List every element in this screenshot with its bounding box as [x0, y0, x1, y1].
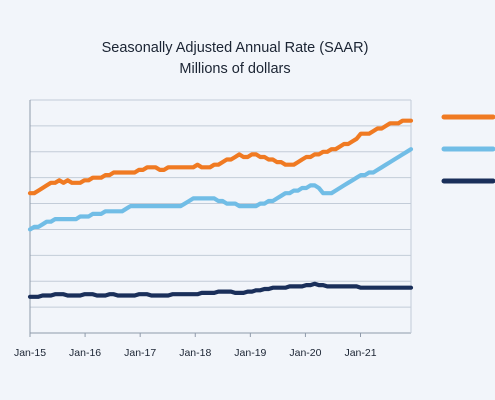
series-line-3 — [27, 281, 414, 299]
x-tick-label: Jan-15 — [14, 347, 46, 359]
x-tick-label: Jan-20 — [289, 347, 321, 359]
x-tick-label: Jan-16 — [69, 347, 101, 359]
x-tick-label: Jan-21 — [344, 347, 376, 359]
x-tick-label: Jan-19 — [234, 347, 266, 359]
x-tick-label: Jan-17 — [124, 347, 156, 359]
x-tick-label: Jan-18 — [179, 347, 211, 359]
series-line-1 — [27, 118, 414, 196]
chart-title: Seasonally Adjusted Annual Rate (SAAR) — [101, 40, 369, 56]
series-line-2 — [27, 147, 414, 232]
chart-subtitle: Millions of dollars — [179, 61, 291, 77]
chart-title-block: Seasonally Adjusted Annual Rate (SAAR) M… — [0, 38, 470, 80]
